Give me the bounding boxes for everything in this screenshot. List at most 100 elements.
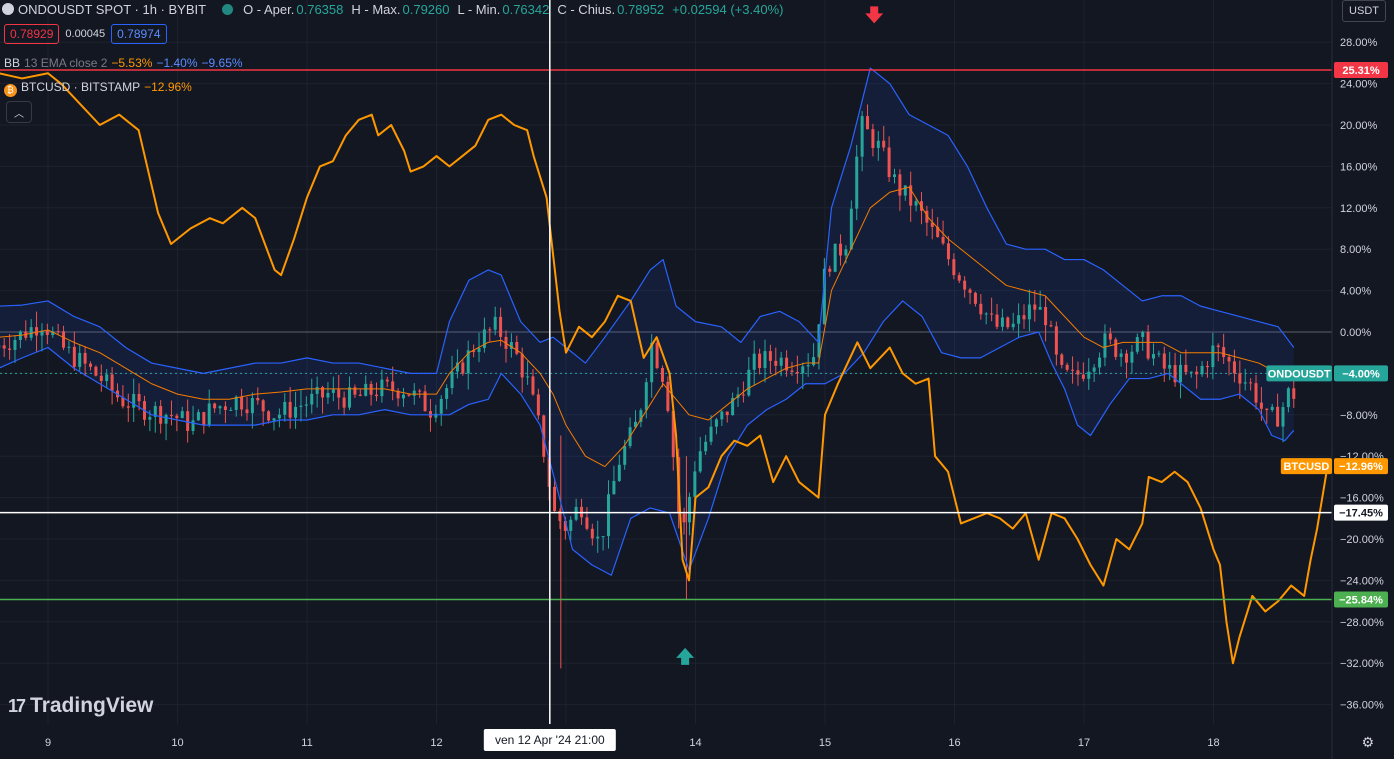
candle-body bbox=[849, 208, 853, 250]
x-tick-label: 10 bbox=[171, 737, 183, 749]
candle-body bbox=[1125, 353, 1129, 363]
symbol-title[interactable]: ONDOUSDT SPOT · 1h · BYBIT bbox=[18, 1, 207, 17]
candle-body bbox=[617, 464, 621, 481]
y-tick-label: −8.00% bbox=[1340, 410, 1378, 422]
candle-body bbox=[1211, 345, 1215, 368]
candle-body bbox=[240, 396, 244, 410]
candle-body bbox=[1205, 365, 1209, 368]
y-tick-label: −36.00% bbox=[1340, 700, 1384, 712]
candle-body bbox=[1222, 347, 1226, 358]
candle-body bbox=[1049, 325, 1053, 327]
candle-body bbox=[250, 397, 254, 414]
resistance-tag bbox=[1334, 62, 1388, 79]
candle-body bbox=[1195, 371, 1199, 375]
candle-body bbox=[623, 445, 627, 465]
candle-body bbox=[2, 345, 6, 349]
candle-body bbox=[1108, 333, 1112, 340]
settings-gear-icon[interactable]: ⚙ bbox=[1361, 734, 1374, 750]
bb-upper-line bbox=[0, 67, 1295, 374]
buy-price-button[interactable]: 0.78974 bbox=[111, 24, 167, 44]
candle-body bbox=[1017, 315, 1021, 324]
candle-body bbox=[1168, 364, 1172, 369]
candle-body bbox=[1033, 304, 1037, 310]
candle-body bbox=[288, 401, 292, 418]
currency-button[interactable]: USDT bbox=[1342, 0, 1386, 22]
candle-body bbox=[871, 129, 875, 149]
candle-body bbox=[342, 397, 346, 408]
candle-body bbox=[159, 406, 163, 424]
candle-body bbox=[1065, 364, 1069, 370]
candle-body bbox=[1265, 408, 1269, 410]
ONDOUSDT-tag bbox=[1334, 365, 1388, 382]
candle-body bbox=[914, 201, 918, 206]
candle-body bbox=[1259, 402, 1263, 409]
candle-body bbox=[337, 389, 341, 398]
candle-body bbox=[704, 441, 708, 452]
chevron-up-icon: ︿ bbox=[14, 108, 24, 120]
candle-body bbox=[979, 303, 983, 315]
candle-body bbox=[714, 419, 718, 427]
candle-body bbox=[304, 404, 308, 406]
candle-body bbox=[612, 480, 616, 495]
bb-name: BB bbox=[4, 56, 21, 70]
candle-body bbox=[1071, 369, 1075, 371]
candle-body bbox=[1281, 407, 1285, 427]
collapse-legend-button[interactable]: ︿ bbox=[6, 101, 32, 123]
x-tick-label: 9 bbox=[45, 737, 51, 749]
candle-body bbox=[1092, 367, 1096, 372]
sell-price-button[interactable]: 0.78929 bbox=[4, 24, 60, 44]
y-tick-label: −20.00% bbox=[1340, 534, 1384, 546]
candle-body bbox=[1054, 326, 1058, 355]
candle-body bbox=[1184, 364, 1188, 373]
bb-lower-line bbox=[0, 300, 1295, 576]
candle-body bbox=[62, 331, 66, 348]
candle-body bbox=[126, 406, 130, 408]
candle-body bbox=[385, 379, 389, 382]
candle-body bbox=[29, 327, 33, 338]
candle-body bbox=[110, 374, 114, 391]
candle-body bbox=[795, 371, 799, 374]
candle-body bbox=[833, 243, 837, 272]
candle-body bbox=[450, 371, 454, 389]
y-tick-label: −28.00% bbox=[1340, 617, 1384, 629]
support-tag-label: −25.84% bbox=[1339, 594, 1383, 606]
candle-body bbox=[909, 185, 913, 206]
candle-body bbox=[56, 331, 60, 333]
candle-body bbox=[1286, 388, 1290, 408]
candle-body bbox=[725, 411, 729, 416]
close-label: C - Chius. bbox=[557, 1, 616, 17]
candle-body bbox=[644, 382, 648, 411]
candle-body bbox=[1216, 345, 1220, 348]
candle-body bbox=[957, 275, 961, 281]
y-tick-label: −32.00% bbox=[1340, 658, 1384, 670]
candle-body bbox=[553, 486, 557, 512]
candle-body bbox=[1141, 331, 1145, 338]
candle-body bbox=[418, 390, 422, 392]
candle-body bbox=[45, 330, 49, 336]
y-tick-label: 16.00% bbox=[1340, 161, 1378, 173]
resistance-tag-label: 25.31% bbox=[1342, 65, 1380, 77]
candle-body bbox=[132, 393, 136, 408]
candle-body bbox=[1232, 361, 1236, 374]
compare-legend[interactable]: ₿ BTCUSD · BITSTAMP −12.96% bbox=[4, 80, 192, 97]
candle-body bbox=[520, 353, 524, 378]
candle-body bbox=[353, 387, 357, 395]
candle-body bbox=[876, 140, 880, 149]
bb-basis-value: −5.53% bbox=[111, 56, 153, 70]
candle-body bbox=[321, 387, 325, 398]
candle-body bbox=[1011, 323, 1015, 328]
candle-body bbox=[882, 140, 886, 148]
candle-body bbox=[682, 513, 686, 523]
candle-body bbox=[445, 388, 449, 399]
x-tick-label: 11 bbox=[301, 737, 312, 749]
candle-body bbox=[153, 406, 157, 417]
candle-body bbox=[40, 330, 44, 336]
bb-legend[interactable]: BB 13 EMA close 2 −5.53% −1.40% −9.65% bbox=[4, 56, 243, 70]
crosshair-x-tag-label: ven 12 Apr '24 21:00 bbox=[495, 733, 605, 747]
candle-body bbox=[785, 357, 789, 371]
candle-body bbox=[164, 414, 168, 424]
x-tick-label: 18 bbox=[1207, 737, 1219, 749]
candle-body bbox=[455, 362, 459, 372]
chart-header: ONDOUSDT SPOT · 1h · BYBIT O - Aper. 0.7… bbox=[0, 0, 791, 18]
